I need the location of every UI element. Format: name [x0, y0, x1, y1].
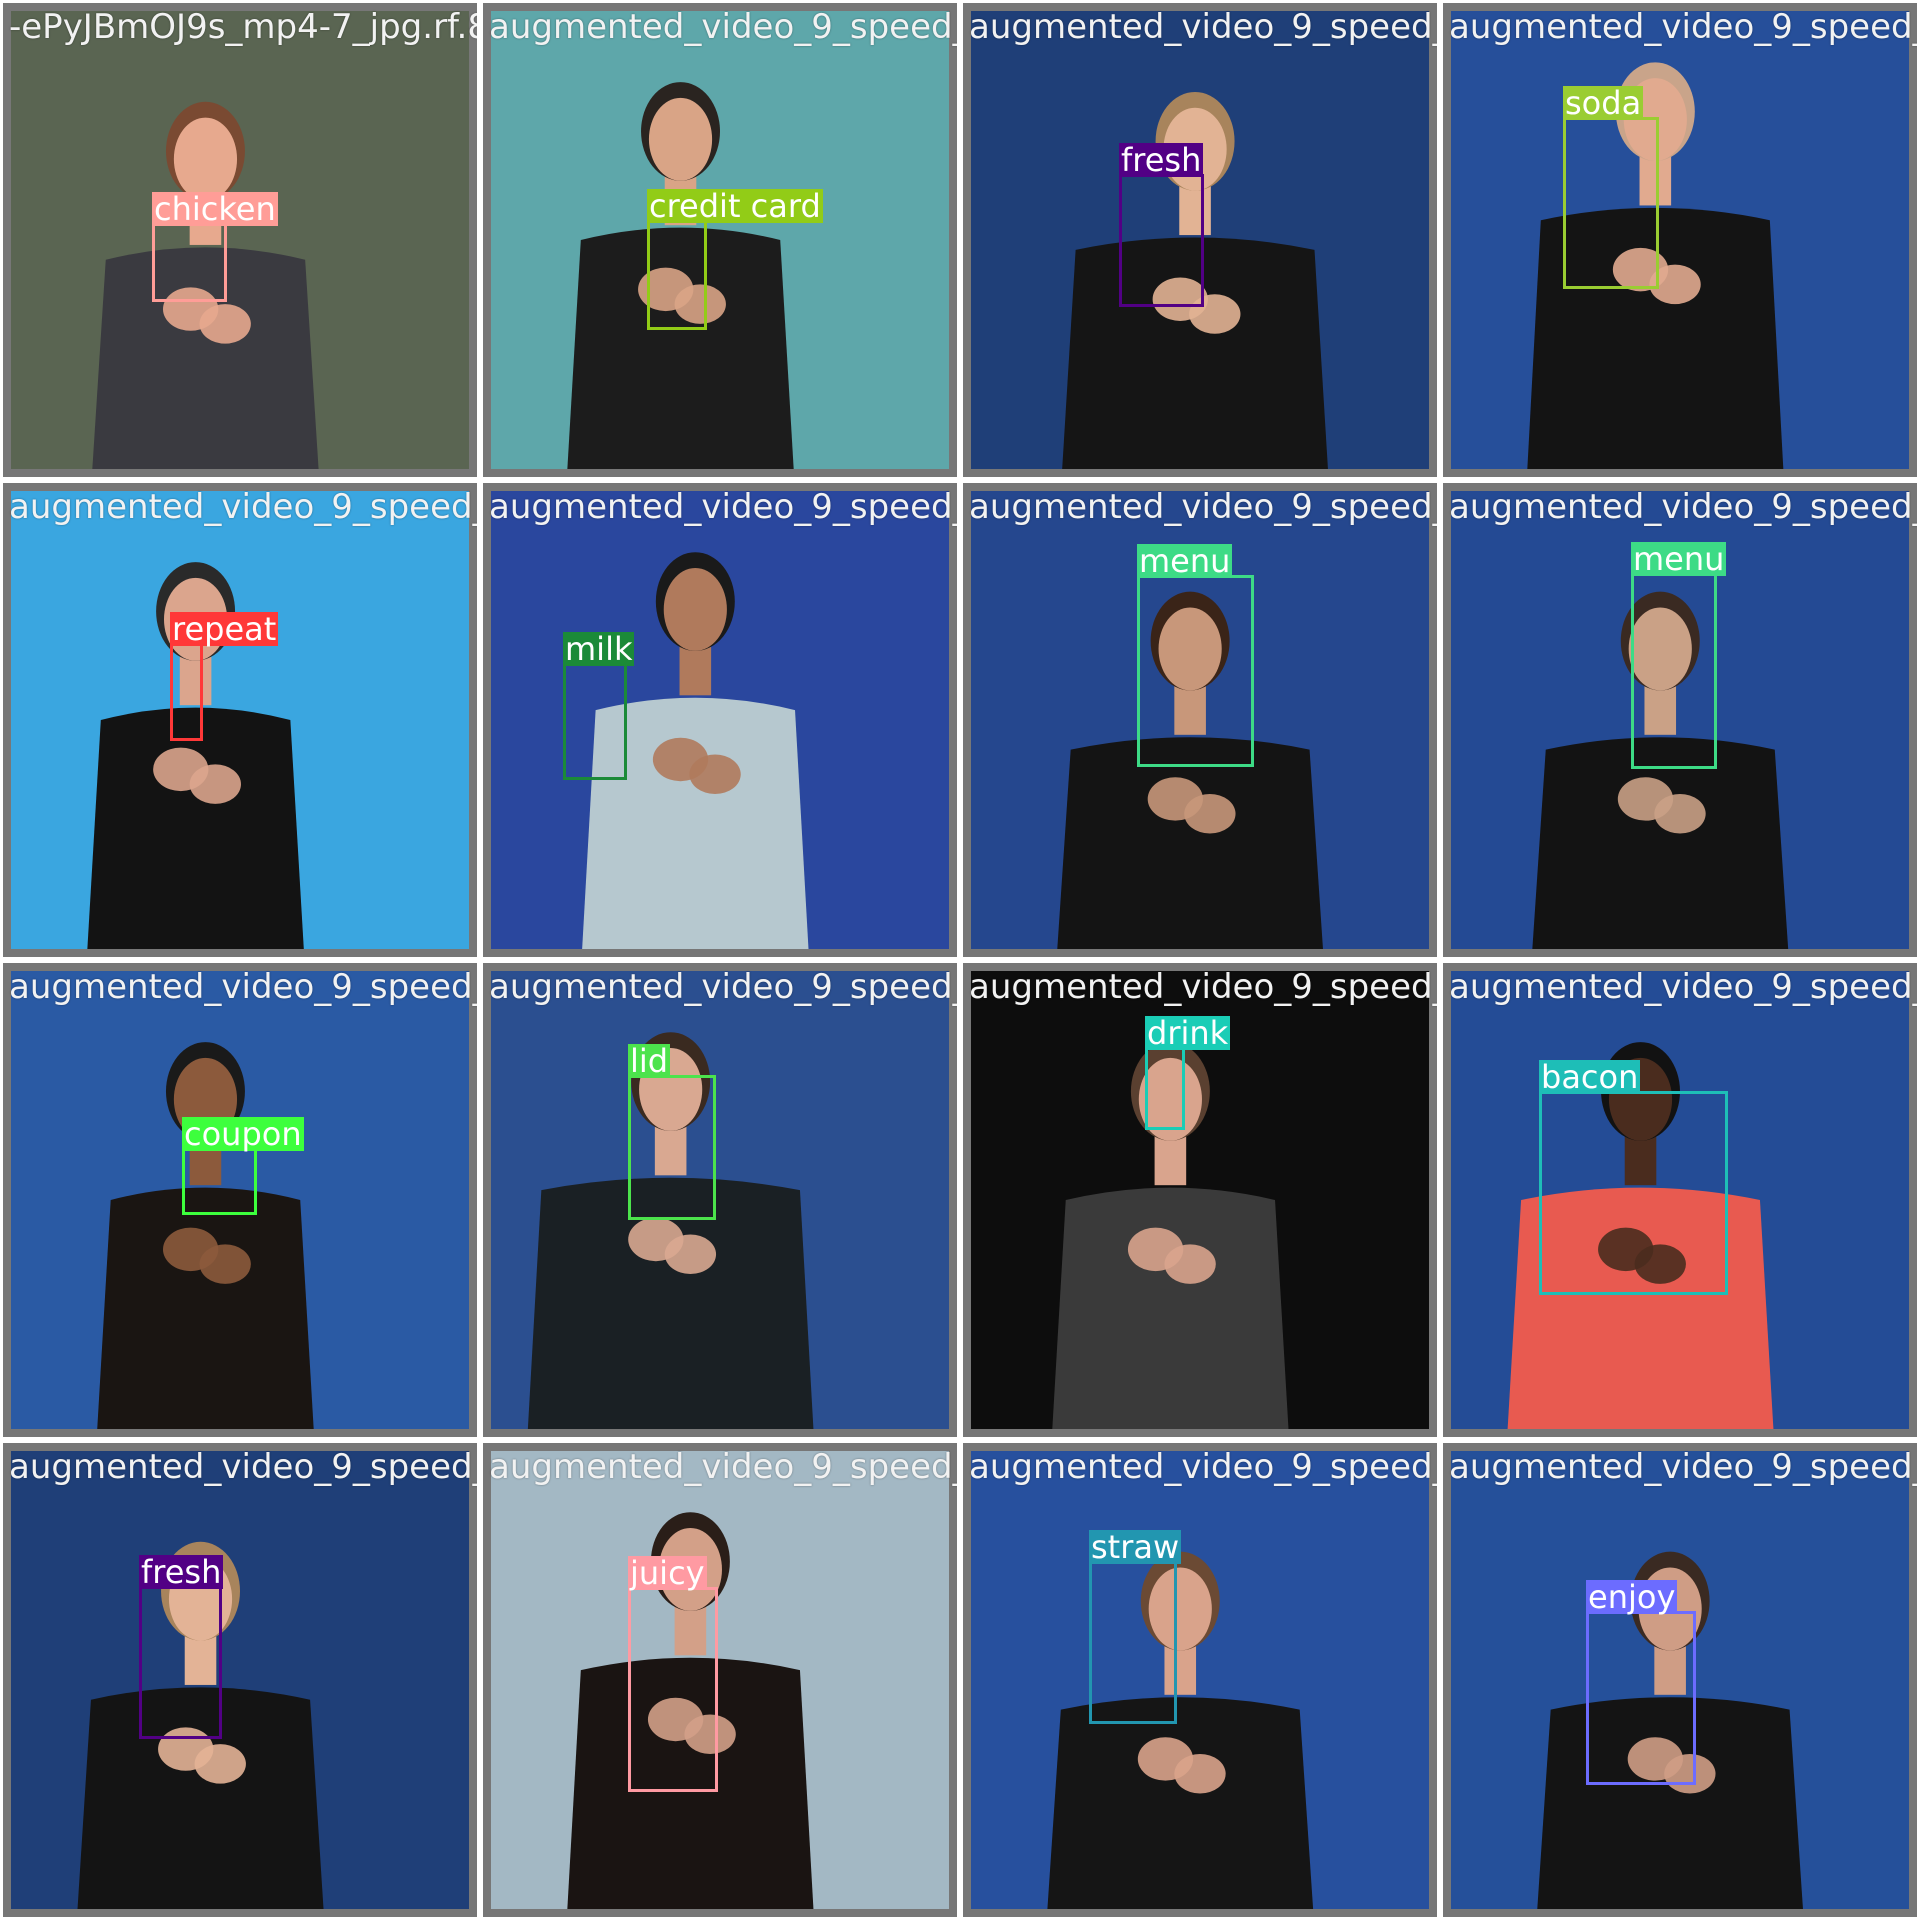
detection-label: bacon [1539, 1058, 1641, 1096]
image-tile: augmented_video_9_speed_mp4-2_jpg.rf.730… [0, 1440, 480, 1920]
image-tile: augmented_video_9_speed_mp4-2_jpg.rf.b2c… [960, 480, 1440, 960]
detection-box: chicken [152, 192, 278, 302]
signer-figure [1052, 1042, 1289, 1429]
detection-label: lid [628, 1042, 671, 1080]
detection-label: fresh [1119, 141, 1204, 179]
video-frame [491, 1451, 949, 1909]
image-filename: augmented_video_9_speed_mp4-21_jpg.rf.42 [969, 1447, 1437, 1487]
signer-figure [527, 1032, 814, 1429]
signer-figure [567, 1512, 814, 1909]
detection-box: fresh [1119, 143, 1204, 307]
image-filename: augmented_video_9_speed_mp4-2_jpg.rf.973 [9, 487, 477, 527]
image-tile: augmented_video_9_speed_mp4-21_jpg.rf.42… [960, 1440, 1440, 1920]
image-tile: augmented_video_9_speed_mp4-21_jpg.rf.42… [480, 1440, 960, 1920]
detection-box: lid [628, 1044, 716, 1220]
image-filename: augmented_video_9_speed_mp4-2_jpg.rf.d80 [969, 7, 1437, 47]
image-tile: augmented_video_9_speed_mp4-1_jpg.rf.ad0… [1440, 0, 1920, 480]
image-tile: augmented_video_9_speed_mp4-2_jpg.rf.21c… [480, 960, 960, 1440]
image-filename: augmented_video_9_speed_mp4-21_jpg.rf.42 [489, 1447, 957, 1487]
detection-label: repeat [170, 610, 279, 648]
detection-box: bacon [1539, 1060, 1728, 1295]
image-filename: augmented_video_9_speed_mp4-2_jpg.rf.21c [489, 967, 957, 1007]
image-tile: -ePyJBmOJ9s_mp4-7_jpg.rf.894e0b1de0b2b39… [0, 0, 480, 480]
signer-figure [1047, 1551, 1314, 1909]
detection-box: soda [1563, 86, 1659, 289]
detection-box: drink [1145, 1016, 1231, 1130]
detection-box: menu [1631, 542, 1727, 769]
detection-label: coupon [182, 1115, 304, 1153]
detection-box: coupon [182, 1117, 304, 1215]
detection-label: fresh [139, 1553, 224, 1591]
video-frame [971, 1451, 1429, 1909]
image-filename: augmented_video_9_speed_mp4-2_jpg.rf.48 [969, 967, 1440, 1007]
signer-figure [567, 82, 794, 469]
video-frame [491, 491, 949, 949]
image-filename: augmented_video_9_speed_mp4-2_jpg.rf.0a6… [489, 7, 957, 47]
image-filename: augmented_video_9_speed_mp4-2_jpg.rf.b2c [969, 487, 1437, 527]
detection-label: chicken [152, 190, 278, 228]
video-frame [11, 1451, 469, 1909]
signer-figure [582, 552, 809, 949]
image-tile: augmented_video_9_speed_mp4-2_jpg.rf.48d… [960, 960, 1440, 1440]
video-frame [491, 971, 949, 1429]
detection-box: juicy [628, 1556, 718, 1792]
signer-figure [1532, 591, 1789, 949]
video-frame [971, 491, 1429, 949]
detection-label: straw [1089, 1528, 1182, 1566]
signer-figure [1057, 591, 1323, 949]
video-frame [971, 11, 1429, 469]
signer-figure [87, 562, 304, 949]
video-frame [1451, 11, 1909, 469]
detection-label: credit card [647, 187, 823, 225]
detection-label: soda [1563, 84, 1644, 122]
video-frame [11, 11, 469, 469]
image-filename: augmented_video_9_speed_mp4-1_jpg.rf.ad0 [1449, 7, 1917, 47]
video-frame [1451, 1451, 1909, 1909]
video-frame [11, 491, 469, 949]
detection-box: milk [563, 632, 635, 780]
signer-figure [1527, 62, 1784, 469]
detection-box: enjoy [1586, 1580, 1696, 1785]
video-frame [971, 971, 1429, 1429]
image-tile: augmented_video_9_speed_mp4-2_jpg.rf.8e0… [0, 960, 480, 1440]
detection-label: menu [1137, 542, 1233, 580]
video-frame [491, 11, 949, 469]
image-tile: augmented_video_9_speed_mp4-2_jpg.rf.b2c… [480, 480, 960, 960]
image-filename: augmented_video_9_speed_mp4-2_jpg.rf.730 [9, 1447, 477, 1487]
image-tile: augmented_video_9_speed_mp4-2_jpg.rf.973… [0, 480, 480, 960]
detection-box: credit card [647, 189, 823, 330]
image-tile: augmented_video_9_speed_mp4-2_jpg.rf.0a6… [480, 0, 960, 480]
image-tile: augmented_video_9_speed_mp4-2_jpg.rf.48b… [1440, 960, 1920, 1440]
image-filename: augmented_video_9_speed_mp4-2_jpg.rf.8e0 [9, 967, 477, 1007]
video-frame [11, 971, 469, 1429]
detection-label: menu [1631, 540, 1727, 578]
detection-label: drink [1145, 1014, 1231, 1052]
image-filename: augmented_video_9_speed_mp4-2_jpg.rf.b2c [489, 487, 957, 527]
signer-figure [92, 101, 319, 469]
detection-label: enjoy [1586, 1578, 1678, 1616]
image-filename: augmented_video_9_speed_mp4-2_jpg.rf.48 [1449, 967, 1920, 1007]
detection-box: straw [1089, 1530, 1182, 1724]
detection-label: milk [563, 630, 635, 668]
image-filename: augmented_video_9_speed_mp4-15_jpg.rf.d2 [1449, 1447, 1917, 1487]
image-tile: augmented_video_9_speed_mp4-2_jpg.rf.d80… [960, 0, 1440, 480]
detection-label: juicy [628, 1554, 707, 1592]
detection-box: fresh [139, 1555, 224, 1739]
image-filename: -ePyJBmOJ9s_mp4-7_jpg.rf.894e0b1de0b2b39 [9, 7, 477, 47]
image-tile: augmented_video_9_speed_mp4-15_jpg.rf.d2… [1440, 1440, 1920, 1920]
image-filename: augmented_video_9_speed_mp4-18_jpg.rf.3e [1449, 487, 1917, 527]
detection-box: menu [1137, 544, 1254, 767]
image-tile: augmented_video_9_speed_mp4-18_jpg.rf.3e… [1440, 480, 1920, 960]
signer-figure [77, 1541, 324, 1909]
detection-box: repeat [170, 612, 279, 741]
